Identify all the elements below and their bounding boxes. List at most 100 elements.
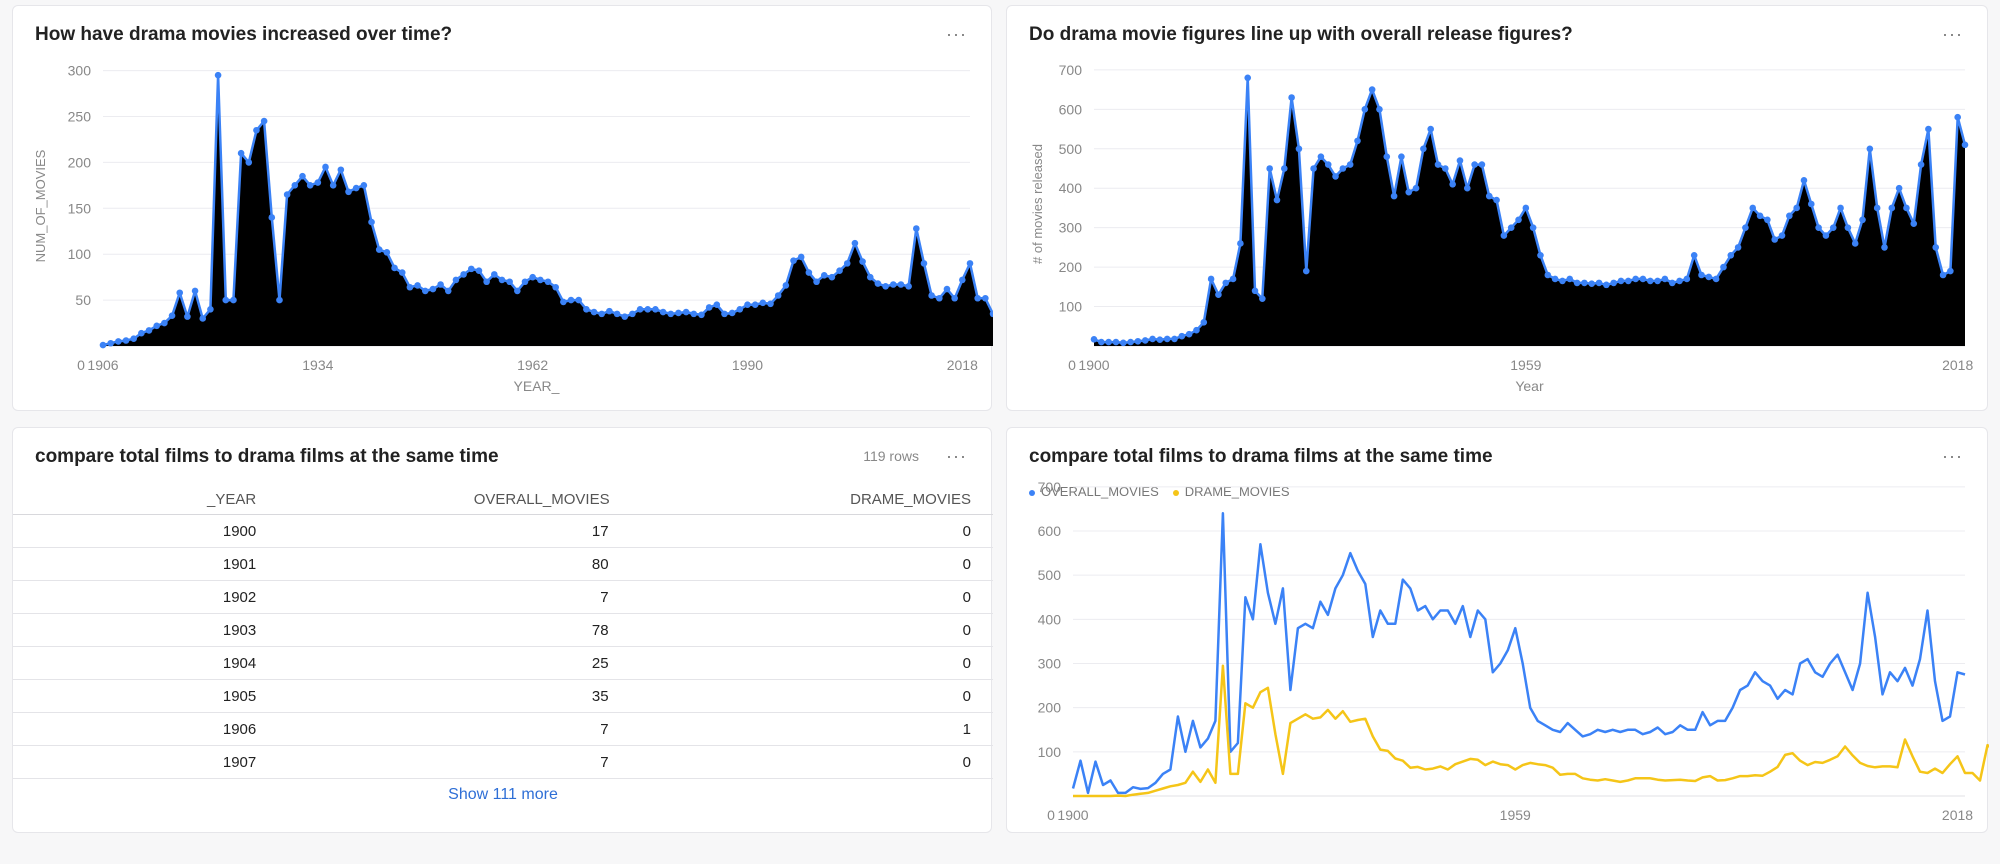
- data-point: [1507, 224, 1515, 231]
- data-point: [1639, 275, 1647, 283]
- data-point: [1442, 165, 1449, 172]
- data-point: [1595, 279, 1603, 287]
- y-tick-label: 100: [1038, 744, 1062, 760]
- data-point: [329, 182, 337, 189]
- data-point: [1354, 137, 1361, 145]
- data-point: [713, 301, 721, 308]
- legend-item-drama[interactable]: DRAME_MOVIES: [1172, 484, 1290, 499]
- data-point: [1712, 275, 1720, 283]
- data-point: [851, 239, 859, 247]
- data-point: [575, 296, 582, 304]
- data-point: [759, 299, 767, 307]
- data-point: [598, 310, 606, 318]
- data-point: [398, 269, 406, 276]
- data-point: [1420, 145, 1427, 153]
- data-point: [1310, 165, 1317, 172]
- cell-year: 1905: [13, 679, 257, 713]
- data-point: [782, 282, 790, 289]
- comparison-line-chart: 100 200 300 400 500 600 700 0 1900 1959 2018: [1038, 479, 1989, 823]
- data-point: [314, 179, 322, 186]
- data-point: [1910, 220, 1918, 228]
- data-point: [1456, 157, 1464, 164]
- column-header-drama[interactable]: DRAME_MOVIES: [609, 484, 993, 515]
- data-point: [567, 296, 575, 304]
- table-row: 1905 35 0: [13, 679, 993, 713]
- x-tick-label: 1959: [1500, 807, 1531, 823]
- data-point: [1895, 184, 1903, 192]
- data-point: [912, 225, 920, 232]
- data-point: [1193, 326, 1200, 334]
- data-point: [1815, 224, 1822, 231]
- data-point: [444, 287, 452, 295]
- cell-overall: 7: [256, 745, 610, 779]
- data-point: [383, 249, 391, 256]
- x-tick-label: 1934: [302, 357, 333, 373]
- x-axis-label: Year: [1515, 378, 1544, 394]
- data-point: [1398, 153, 1405, 160]
- series-line: [1073, 664, 1989, 798]
- data-point: [299, 172, 306, 180]
- data-point: [498, 276, 506, 284]
- legend-dot-icon: [1029, 489, 1035, 496]
- data-point: [1668, 279, 1676, 287]
- data-point: [460, 271, 467, 278]
- more-options-icon[interactable]: ···: [1942, 446, 1963, 466]
- series-line: [1071, 512, 1966, 795]
- data-point: [291, 182, 299, 189]
- data-point: [337, 166, 345, 174]
- data-point: [491, 271, 498, 278]
- data-point: [1332, 173, 1339, 180]
- cell-drama: 0: [609, 547, 993, 581]
- overall-area-chart: 100 200 300 400 500 600 700 0 1900 1959 2018 Year # …: [1030, 62, 1973, 394]
- cell-drama: 0: [609, 679, 993, 713]
- data-point: [1764, 216, 1771, 224]
- data-point: [959, 276, 966, 284]
- data-point: [1939, 271, 1947, 279]
- data-point: [452, 276, 460, 284]
- data-point: [1676, 277, 1683, 285]
- data-point: [1376, 106, 1383, 113]
- data-point: [1873, 204, 1881, 212]
- cell-year: 1903: [13, 613, 257, 647]
- data-point: [1551, 275, 1559, 283]
- show-more-link[interactable]: Show 111 more: [448, 786, 558, 803]
- column-header-year[interactable]: _YEAR: [13, 484, 257, 515]
- y-tick-label: 200: [1038, 700, 1062, 716]
- data-point: [1851, 240, 1859, 247]
- data-point: [176, 289, 184, 297]
- data-point: [145, 327, 153, 334]
- data-point: [1947, 267, 1954, 275]
- data-point: [636, 305, 644, 313]
- drama-trend-card: How have drama movies increased over tim…: [12, 5, 993, 411]
- data-point: [475, 267, 483, 275]
- data-point: [751, 301, 759, 308]
- data-point: [122, 337, 130, 344]
- data-point: [1625, 277, 1632, 285]
- y-tick-label: 600: [1059, 101, 1083, 117]
- table-row: 1900 17 0: [13, 514, 993, 548]
- cell-overall: 78: [256, 613, 610, 647]
- more-options-icon[interactable]: ···: [946, 446, 967, 466]
- x-tick-label: 1906: [87, 357, 118, 373]
- data-point: [1888, 204, 1896, 212]
- data-point: [705, 304, 713, 311]
- cell-drama: 0: [609, 745, 993, 779]
- data-point: [222, 296, 230, 304]
- more-options-icon[interactable]: ···: [1942, 24, 1963, 44]
- cell-overall: 7: [256, 580, 610, 614]
- data-point: [1829, 224, 1837, 231]
- more-options-icon[interactable]: ···: [946, 24, 967, 44]
- x-tick-label: 2018: [1942, 807, 1973, 823]
- legend-item-overall[interactable]: OVERALL_MOVIES: [1029, 484, 1159, 499]
- card-title: compare total films to drama films at th…: [35, 446, 499, 467]
- y-tick-label: 300: [68, 63, 92, 79]
- data-point: [606, 307, 613, 315]
- table-row: 1904 25 0: [13, 646, 993, 680]
- data-point: [1742, 224, 1749, 231]
- data-point: [889, 281, 897, 288]
- column-header-overall[interactable]: OVERALL_MOVIES: [256, 484, 610, 515]
- data-point: [928, 292, 935, 299]
- data-point: [1317, 153, 1325, 160]
- x-tick-label: 1959: [1510, 357, 1541, 373]
- data-point: [168, 312, 176, 320]
